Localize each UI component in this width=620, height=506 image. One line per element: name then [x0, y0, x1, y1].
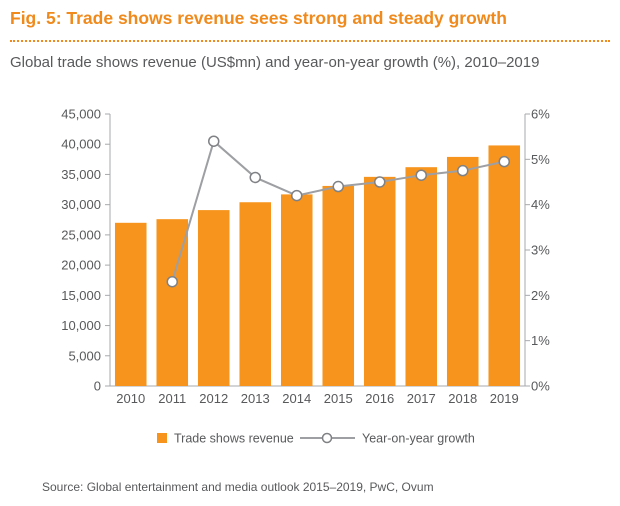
title-divider — [10, 40, 610, 42]
x-tick-label: 2018 — [448, 391, 477, 406]
growth-point — [374, 176, 386, 188]
x-tick-label: 2015 — [324, 391, 353, 406]
left-tick-label: 15,000 — [61, 288, 101, 303]
x-tick-label: 2010 — [116, 391, 145, 406]
bar — [446, 156, 479, 386]
legend-swatch-revenue — [157, 433, 167, 443]
bar — [114, 222, 147, 386]
bar — [239, 202, 272, 386]
growth-point — [291, 189, 303, 202]
x-tick-label: 2011 — [158, 391, 186, 406]
bar — [405, 167, 438, 386]
left-tick-label: 5,000 — [68, 348, 101, 363]
right-tick-label: 1% — [531, 333, 550, 348]
legend-swatch-growth-point — [321, 432, 333, 444]
left-tick-label: 30,000 — [61, 197, 101, 212]
growth-point — [498, 155, 510, 168]
left-tick-label: 10,000 — [61, 318, 101, 333]
x-tick-label: 2012 — [199, 391, 228, 406]
source-note: Source: Global entertainment and media o… — [42, 480, 434, 494]
right-tick-label: 3% — [531, 243, 550, 258]
right-tick-label: 4% — [531, 197, 550, 212]
right-tick-label: 5% — [531, 152, 550, 167]
x-tick-label: 2019 — [490, 391, 519, 406]
x-tick-label: 2014 — [282, 391, 311, 406]
bar — [363, 176, 396, 386]
chart-subtitle: Global trade shows revenue (US$mn) and y… — [10, 54, 540, 71]
left-tick-label: 40,000 — [61, 137, 101, 152]
left-tick-label: 45,000 — [61, 107, 101, 122]
left-tick-label: 25,000 — [61, 227, 101, 242]
growth-point — [332, 180, 344, 193]
right-tick-label: 2% — [531, 288, 550, 303]
growth-point — [457, 164, 469, 177]
left-tick-label: 0 — [94, 379, 101, 394]
bar — [280, 194, 313, 386]
growth-point — [166, 275, 178, 288]
growth-point — [415, 169, 427, 181]
x-tick-label: 2017 — [407, 391, 436, 406]
bar — [488, 145, 521, 386]
right-tick-label: 6% — [531, 107, 550, 122]
left-tick-label: 20,000 — [61, 258, 101, 273]
legend-label-revenue: Trade shows revenue — [174, 432, 294, 446]
chart: 0 5,000 10,000 15,000 20,000 25,000 30,000 35,0… — [61, 107, 550, 446]
legend-label-growth: Year-on-year growth — [362, 432, 475, 446]
growth-point — [208, 135, 220, 147]
x-tick-label: 2016 — [365, 391, 394, 406]
bar — [322, 185, 355, 386]
right-tick-label: 0% — [531, 379, 550, 394]
left-tick-label: 35,000 — [61, 167, 101, 182]
growth-point — [249, 171, 261, 184]
x-tick-label: 2013 — [241, 391, 270, 406]
bar — [197, 210, 230, 386]
figure-title: Fig. 5: Trade shows revenue sees strong … — [10, 8, 507, 28]
